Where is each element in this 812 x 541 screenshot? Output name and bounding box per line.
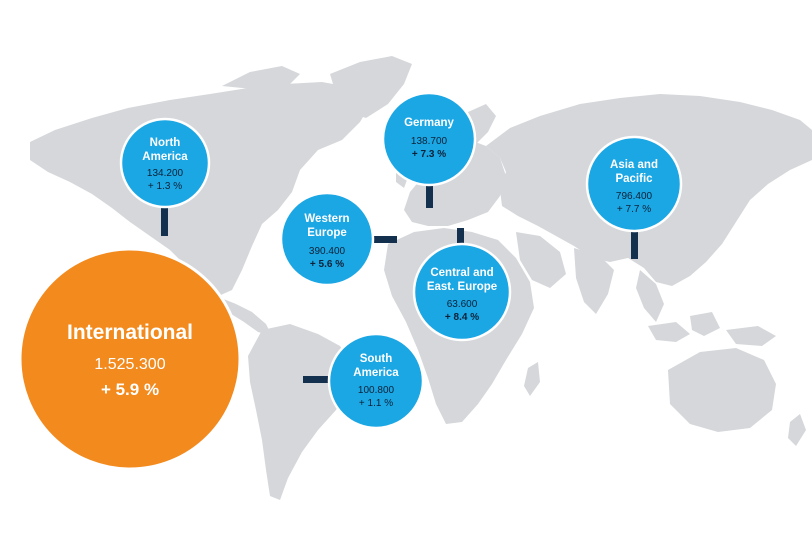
north-america-change: + 1.3 % [148,181,182,192]
south-america-name-line-1: South [360,353,393,365]
asia-pacific-value: 796.400 [616,191,653,202]
north-america-name-line-1: North [150,137,181,149]
asia-pacific-name-line-1: Asia and [610,159,658,171]
central-east-europe-name-line-2: East. Europe [427,281,497,293]
land-new-zealand [788,414,806,446]
bubble-asia-pacific: Asia and Pacific 796.400 + 7.7 % [585,135,683,233]
south-america-name-line-2: America [353,367,399,379]
land-new-guinea [726,326,776,346]
land-indonesia [648,322,690,342]
germany-name: Germany [404,117,454,129]
land-greenland [330,56,412,118]
land-australia [668,348,776,432]
asia-pacific-change: + 7.7 % [617,204,651,215]
bubble-international: International 1.525.300 + 5.9 % [18,247,242,471]
bubble-western-europe: Western Europe 390.400 + 5.6 % [279,191,375,287]
connector-western-europe [372,236,397,243]
western-europe-name-line-2: Europe [307,227,347,239]
germany-change: + 7.3 % [412,149,446,160]
land-borneo [690,312,720,336]
connector-central-east-europe [457,228,464,248]
connector-germany [426,180,433,208]
international-value: 1.525.300 [94,356,165,373]
bubble-north-america-circle [119,117,211,209]
connector-north-america [161,204,168,236]
land-arctic-islands [222,66,300,90]
bubble-north-america: North America 134.200 + 1.3 % [119,117,211,209]
north-america-name-line-2: America [142,151,188,163]
germany-value: 138.700 [411,136,448,147]
land-india [574,248,614,314]
bubble-south-america-circle [327,332,425,430]
bubble-central-east-europe-circle [412,242,512,342]
western-europe-change: + 5.6 % [310,259,344,270]
bubble-germany-circle [381,91,477,187]
international-name: International [67,321,193,344]
bubble-international-circle [18,247,242,471]
bubble-south-america: South America 100.800 + 1.1 % [327,332,425,430]
land-baffin [300,86,338,114]
bubble-asia-pacific-circle [585,135,683,233]
connector-asia-pacific [631,226,638,259]
western-europe-value: 390.400 [309,246,346,257]
south-america-change: + 1.1 % [359,398,393,409]
international-change: + 5.9 % [101,380,159,399]
bubble-central-east-europe: Central and East. Europe 63.600 + 8.4 % [412,242,512,342]
land-japan [716,184,738,230]
north-america-value: 134.200 [147,168,184,179]
south-america-value: 100.800 [358,385,395,396]
asia-pacific-name-line-2: Pacific [615,173,653,185]
central-east-europe-value: 63.600 [447,299,478,310]
central-east-europe-change: + 8.4 % [445,312,479,323]
land-arabia [516,232,566,288]
connector-south-america [303,376,333,383]
land-se-asia [636,270,664,322]
connectors [161,180,638,383]
western-europe-name-line-1: Western [304,213,349,225]
bubble-western-europe-circle [279,191,375,287]
central-east-europe-name-line-1: Central and [430,267,493,279]
land-south-america [248,324,352,500]
bubble-germany: Germany 138.700 + 7.3 % [381,91,477,187]
land-madagascar [524,362,540,396]
